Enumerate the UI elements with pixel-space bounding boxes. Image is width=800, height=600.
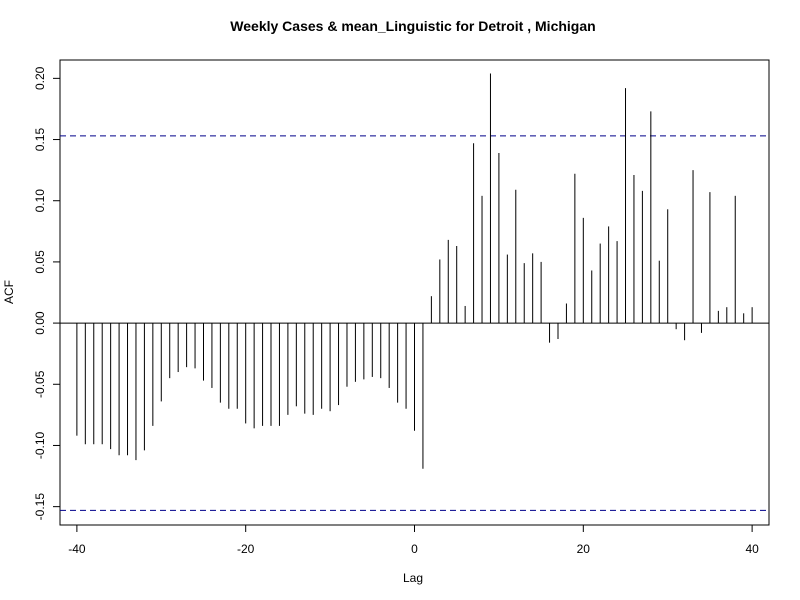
x-tick-label: 0: [411, 542, 418, 556]
x-tick-label: -20: [237, 542, 255, 556]
y-tick-label: 0.05: [33, 250, 47, 274]
y-tick-label: 0.10: [33, 189, 47, 213]
plot-frame: [59, 59, 770, 526]
acf-bars: [76, 73, 753, 469]
y-tick-label: 0.15: [33, 128, 47, 152]
x-tick-label: 40: [745, 542, 759, 556]
y-tick-label: -0.10: [33, 431, 47, 459]
y-tick-label: 0.20: [33, 66, 47, 90]
x-tick-label: -40: [68, 542, 86, 556]
y-tick-label: 0.00: [33, 311, 47, 335]
y-axis: -0.15 -0.10 -0.05 0.00 0.05 0.10 0.15 0.20: [33, 66, 60, 520]
x-tick-label: 20: [577, 542, 591, 556]
y-tick-label: -0.15: [33, 493, 47, 521]
y-tick-label: -0.05: [33, 370, 47, 398]
x-axis-label: Lag: [403, 571, 423, 585]
y-axis-label: ACF: [2, 280, 16, 304]
chart-title: Weekly Cases & mean_Linguistic for Detro…: [230, 18, 595, 34]
x-axis: -40 -20 0 20 40: [68, 525, 759, 556]
